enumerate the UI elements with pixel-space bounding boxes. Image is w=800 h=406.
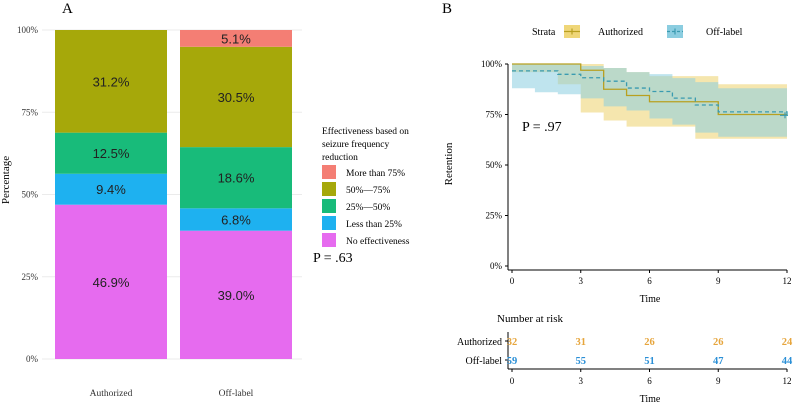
bar-data-label: 46.9% xyxy=(93,275,130,290)
x-tick-label: Authorized xyxy=(90,389,133,399)
x-tick-label: 0 xyxy=(510,276,515,286)
risk-count: 26 xyxy=(713,337,724,348)
bar-authorized-0 xyxy=(55,204,167,359)
legend-swatch xyxy=(322,216,336,230)
survival-curve-off-label xyxy=(512,70,788,116)
y-tick-label: 0% xyxy=(490,261,503,271)
panel-a-label: A xyxy=(62,1,73,17)
risk-x-tick-label: 9 xyxy=(716,376,721,386)
panel-a-legend: Effectiveness based on seizure frequency… xyxy=(322,126,410,247)
panel-a-x-ticks: Authorized Off-label xyxy=(90,388,254,399)
y-tick-label: 50% xyxy=(22,190,39,200)
bar-data-label: 39.0% xyxy=(218,288,255,303)
bar-off-label-1 xyxy=(180,208,292,231)
y-tick-label: 50% xyxy=(486,160,503,170)
legend-swatch xyxy=(322,199,336,213)
bar-authorized-1 xyxy=(55,173,167,205)
strata-label: Strata xyxy=(532,27,556,38)
legend-authorized: Authorized xyxy=(598,27,643,38)
risk-table-x-axis-label: Time xyxy=(640,394,661,405)
bar-data-label: 30.5% xyxy=(218,90,255,105)
bar-off-label-3 xyxy=(180,46,292,148)
legend-swatch xyxy=(322,165,336,179)
y-tick-label: 75% xyxy=(486,110,503,120)
panel-a-y-axis-label: Percentage xyxy=(0,156,12,204)
bar-authorized-3 xyxy=(55,30,167,133)
risk-count: 24 xyxy=(782,337,793,348)
risk-count: 32 xyxy=(507,337,518,348)
risk-table-title: Number at risk xyxy=(497,313,563,325)
legend-label: 25%—50% xyxy=(346,203,390,213)
bar-off-label-4 xyxy=(180,30,292,47)
legend-items: More than 75% 50%—75% 25%—50% Less than 25%… xyxy=(322,165,410,247)
risk-count: 31 xyxy=(576,337,587,348)
bar-off-label-0 xyxy=(180,230,292,359)
panel-b-plot xyxy=(512,63,788,139)
legend-label: 50%—75% xyxy=(346,186,390,196)
risk-row-label: Authorized xyxy=(457,337,502,348)
risk-count: 44 xyxy=(782,356,793,367)
bar-data-label: 31.2% xyxy=(93,74,130,89)
risk-x-tick-label: 3 xyxy=(579,376,584,386)
bar-data-label: 12.5% xyxy=(93,146,130,161)
legend-title-line-3: reduction xyxy=(322,153,358,163)
bar-data-label: 5.1% xyxy=(221,31,251,46)
legend-title-line-2: seizure frequency xyxy=(322,139,390,150)
risk-count: 59 xyxy=(507,356,518,367)
legend-label: Less than 25% xyxy=(346,220,402,230)
legend-label: More than 75% xyxy=(346,169,405,179)
risk-x-tick-label: 12 xyxy=(783,376,792,386)
risk-x-tick-label: 6 xyxy=(647,376,652,386)
y-tick-label: 0% xyxy=(26,354,39,364)
y-tick-label: 25% xyxy=(22,272,39,282)
panel-b-axes: 0% 25% 50% 75% 100% 0 3 6 9 12 xyxy=(481,59,792,286)
survival-curve-authorized xyxy=(512,63,787,116)
panel-b-p-value: P = .97 xyxy=(522,120,562,135)
panel-b-legend: Strata Authorized Off-label xyxy=(532,25,743,38)
y-tick-label: 100% xyxy=(17,25,39,35)
x-tick-label: 3 xyxy=(579,276,584,286)
y-tick-label: 25% xyxy=(486,211,503,221)
x-tick-label: Off-label xyxy=(219,388,254,399)
bar-off-label-2 xyxy=(180,147,292,209)
panel-b-x-axis-label: Time xyxy=(640,294,661,305)
legend-swatch xyxy=(322,233,336,247)
bar-data-label: 18.6% xyxy=(218,171,255,186)
panel-a-p-value: P = .63 xyxy=(313,251,353,266)
x-tick-label: 6 xyxy=(647,276,652,286)
x-tick-label: 12 xyxy=(783,276,792,286)
panel-a-bars: 46.9% 9.4% 12.5% 31.2% 39.0% 6.8% 18.6% 30.5% 5.… xyxy=(55,30,292,359)
risk-x-tick-label: 0 xyxy=(510,376,515,386)
risk-row-label: Off-label xyxy=(466,356,503,367)
legend-title-line-1: Effectiveness based on xyxy=(322,126,409,137)
legend-label: No effectiveness xyxy=(346,236,410,247)
x-tick-label: 9 xyxy=(716,276,721,286)
risk-count: 51 xyxy=(644,356,655,367)
y-tick-label: 75% xyxy=(22,107,39,117)
risk-count: 26 xyxy=(644,337,655,348)
panel-a-y-ticks: 0% 25% 50% 75% 100% xyxy=(17,25,39,364)
legend-swatch xyxy=(322,182,336,196)
bar-data-label: 6.8% xyxy=(221,213,251,228)
panel-b-label: B xyxy=(442,1,452,17)
legend-off-label: Off-label xyxy=(706,27,743,38)
y-tick-label: 100% xyxy=(481,59,503,69)
panel-b-y-axis-label: Retention xyxy=(443,142,455,185)
risk-count: 55 xyxy=(576,356,587,367)
bar-authorized-2 xyxy=(55,132,167,174)
bar-data-label: 9.4% xyxy=(96,182,126,197)
risk-count: 47 xyxy=(713,356,724,367)
